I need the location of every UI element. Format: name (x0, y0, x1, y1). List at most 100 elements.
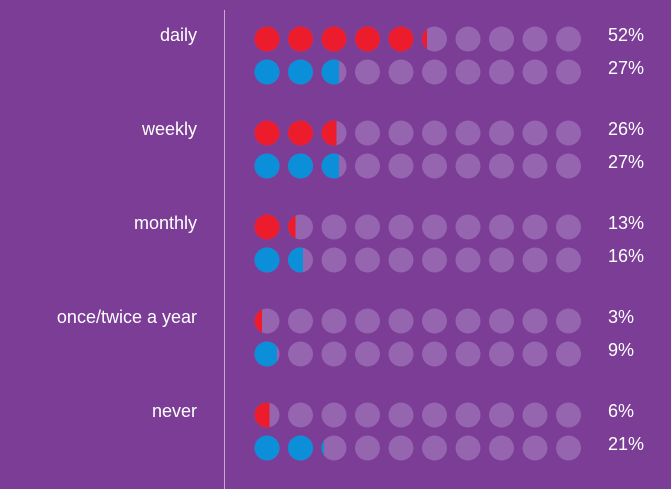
empty-dot (321, 402, 347, 428)
dot-row (254, 308, 581, 334)
empty-dot (422, 341, 447, 367)
empty-dot (556, 214, 581, 240)
empty-dot (388, 402, 414, 428)
empty-dot (556, 120, 581, 146)
empty-dot (455, 247, 481, 273)
empty-dot (355, 120, 380, 146)
empty-dot (388, 153, 414, 179)
empty-dot (556, 26, 581, 52)
empty-dot (522, 120, 548, 146)
empty-dot (388, 308, 414, 334)
category-label: daily (160, 25, 197, 45)
empty-dot (522, 26, 548, 52)
empty-dot (321, 308, 347, 334)
empty-dot (288, 308, 313, 334)
filled-dot (254, 214, 280, 240)
empty-dot (388, 341, 414, 367)
empty-dot (522, 435, 548, 461)
empty-dot (522, 308, 548, 334)
empty-dot (355, 59, 380, 85)
empty-dot (388, 435, 414, 461)
empty-dot (321, 214, 347, 240)
empty-dot (522, 214, 548, 240)
filled-dot (288, 153, 313, 179)
filled-dot (321, 440, 324, 456)
empty-dot (455, 59, 481, 85)
empty-dot (422, 59, 447, 85)
value-label: 27% (608, 152, 644, 172)
value-label: 21% (608, 434, 644, 454)
dot-row (254, 153, 581, 179)
empty-dot (355, 341, 380, 367)
dot-row (254, 341, 581, 367)
value-label: 9% (608, 340, 634, 360)
filled-dot (321, 59, 339, 85)
empty-dot (422, 247, 447, 273)
empty-dot (455, 153, 481, 179)
empty-dot (355, 402, 380, 428)
filled-dot (254, 341, 277, 367)
filled-dot (288, 215, 296, 239)
empty-dot (556, 59, 581, 85)
filled-dot (288, 247, 303, 273)
empty-dot (355, 247, 380, 273)
value-label: 26% (608, 119, 644, 139)
filled-dot (321, 153, 339, 179)
empty-dot (489, 26, 514, 52)
filled-dot (254, 153, 280, 179)
empty-dot (556, 402, 581, 428)
empty-dot (489, 435, 514, 461)
empty-dot (489, 59, 514, 85)
empty-dot (489, 214, 514, 240)
empty-dot (422, 153, 447, 179)
filled-dot (288, 435, 313, 461)
empty-dot (321, 247, 347, 273)
empty-dot (455, 308, 481, 334)
empty-dot (422, 26, 447, 52)
value-label: 3% (608, 307, 634, 327)
filled-dot (321, 26, 347, 52)
empty-dot (489, 341, 514, 367)
empty-dot (522, 153, 548, 179)
empty-dot (522, 341, 548, 367)
dot-row (254, 247, 581, 273)
empty-dot (522, 247, 548, 273)
empty-dot (522, 402, 548, 428)
value-label: 16% (608, 246, 644, 266)
empty-dot (388, 214, 414, 240)
empty-dot (455, 341, 481, 367)
empty-dot (455, 435, 481, 461)
empty-dot (321, 435, 347, 461)
filled-dot (254, 247, 280, 273)
empty-dot (489, 247, 514, 273)
empty-dot (455, 402, 481, 428)
value-label: 13% (608, 213, 644, 233)
filled-dot (254, 309, 262, 333)
filled-dot (254, 59, 280, 85)
empty-dot (556, 341, 581, 367)
empty-dot (522, 59, 548, 85)
category-label: never (152, 401, 197, 421)
empty-dot (355, 435, 380, 461)
category-label: monthly (134, 213, 197, 233)
empty-dot (422, 435, 447, 461)
value-label: 6% (608, 401, 634, 421)
category-label: once/twice a year (57, 307, 197, 327)
empty-dot (355, 308, 380, 334)
empty-dot (288, 402, 313, 428)
filled-dot (254, 402, 270, 428)
empty-dot (422, 402, 447, 428)
empty-dot (556, 247, 581, 273)
category-label: weekly (141, 119, 197, 139)
filled-dot (388, 26, 414, 52)
dot-row (254, 59, 581, 85)
dot-row (254, 120, 581, 146)
dot-row (254, 402, 581, 428)
filled-dot (254, 120, 280, 146)
empty-dot (556, 308, 581, 334)
filled-dot (254, 435, 280, 461)
filled-dot (422, 29, 427, 49)
empty-dot (489, 120, 514, 146)
filled-dot (288, 120, 313, 146)
dot-row (254, 26, 581, 52)
